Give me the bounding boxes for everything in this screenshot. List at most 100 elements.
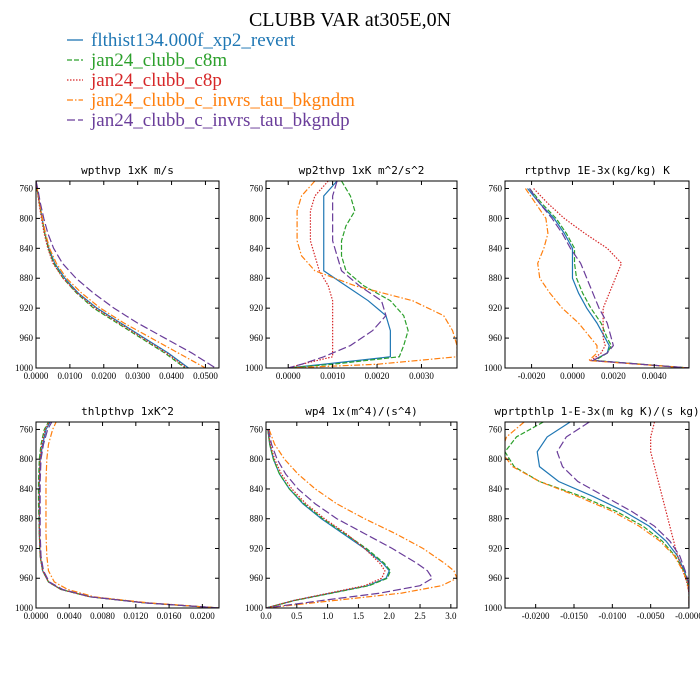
series-line [527, 188, 689, 368]
y-tick-label: 840 [250, 243, 264, 253]
legend-label: jan24_clubb_c_invrs_tau_bkgndm [90, 90, 355, 111]
y-tick-label: 800 [20, 213, 34, 223]
series-group [266, 429, 457, 608]
series-line [288, 181, 387, 368]
x-tick-label: 0.0160 [157, 611, 182, 621]
panel-2: wp2thvp 1xK m^2/s^2 760 800 840 880 920 960 100… [245, 164, 458, 381]
x-tick-label: 0.0200 [91, 371, 116, 381]
panel-title: wp2thvp 1xK m^2/s^2 [299, 164, 425, 177]
x-tick-label: 0.0020 [365, 371, 390, 381]
y-tick-label: 840 [20, 243, 34, 253]
panel-title: wprtpthlp 1-E-3x(m kg K)/(s kg) [494, 405, 699, 418]
y-tick-label: 960 [489, 573, 503, 583]
series-line [536, 422, 689, 608]
series-line [38, 422, 219, 608]
y-tick-label: 760 [250, 183, 264, 193]
series-line [36, 181, 216, 368]
x-tick-label: 0.0020 [601, 371, 626, 381]
x-tick-label: 0.0000 [24, 611, 49, 621]
y-tick-label: 960 [20, 333, 34, 343]
series-line [533, 188, 689, 368]
x-tick-label: 1.0 [322, 611, 334, 621]
series-line [529, 188, 689, 368]
series-line [288, 181, 391, 368]
y-tick-label: 880 [489, 273, 503, 283]
panel-title: thlpthvp 1xK^2 [81, 405, 174, 418]
y-tick-label: 840 [489, 243, 503, 253]
y-tick-label: 1000 [245, 603, 264, 613]
y-tick-label: 880 [489, 514, 503, 524]
y-tick-label: 960 [250, 573, 264, 583]
y-tick-label: 800 [489, 454, 503, 464]
x-tick-label: 0.0500 [193, 371, 218, 381]
legend-label: jan24_clubb_c8m [90, 50, 227, 71]
y-tick-label: 1000 [245, 363, 264, 373]
y-tick-label: 760 [250, 424, 264, 434]
y-tick-label: 760 [20, 183, 34, 193]
y-tick-label: 1000 [484, 363, 503, 373]
y-tick-label: 880 [250, 514, 264, 524]
series-line [37, 422, 219, 608]
series-line [39, 422, 219, 608]
series-line [45, 422, 219, 608]
series-line [288, 181, 334, 368]
y-tick-label: 800 [250, 454, 264, 464]
legend-label: jan24_clubb_c8p [90, 70, 222, 91]
series-group [36, 181, 216, 368]
y-tick-label: 920 [489, 303, 503, 313]
panels: wpthvp 1xK m/s76080084088092096010000.00… [15, 164, 700, 621]
plot-frame [265, 180, 458, 369]
y-tick-label: 800 [489, 213, 503, 223]
x-tick-label: -0.0050 [637, 611, 665, 621]
y-tick-label: 1000 [484, 603, 503, 613]
series-line [38, 422, 219, 608]
x-tick-label: 0.0000 [24, 371, 49, 381]
x-tick-label: 0.0400 [159, 371, 184, 381]
x-tick-label: 2.5 [414, 611, 426, 621]
y-tick-label: 920 [250, 543, 264, 553]
panel-6: wprtpthlp 1-E-3x(m kg K)/(s kg) 760 800 840… [484, 405, 700, 621]
plot-frame [504, 180, 690, 369]
y-tick-label: 760 [20, 424, 34, 434]
y-tick-label: 880 [20, 273, 34, 283]
y-tick-label: 920 [20, 543, 34, 553]
panel-title: wpthvp 1xK m/s [81, 164, 174, 177]
y-tick-label: 960 [250, 333, 264, 343]
series-line [524, 188, 689, 368]
series-line [36, 181, 206, 368]
y-tick-label: 760 [489, 183, 503, 193]
x-tick-label: 0.0100 [58, 371, 83, 381]
y-tick-label: 960 [20, 573, 34, 583]
series-line [288, 181, 457, 368]
panel-3: rtpthvp 1E-3x(kg/kg) K 760 800 840 880 920 960… [484, 164, 690, 381]
x-tick-label: -0.0020 [518, 371, 546, 381]
y-tick-label: 840 [250, 484, 264, 494]
panel-1: wpthvp 1xK m/s 760 800 840 880 920 960 10000.00… [15, 164, 220, 381]
series-line [266, 429, 392, 608]
x-tick-label: 0.0030 [409, 371, 434, 381]
figure-title: CLUBB VAR at305E,0N [249, 9, 451, 31]
panel-5: wp4 1x(m^4)/(s^4)76080084088092096010000… [245, 405, 458, 621]
x-tick-label: -0.0150 [560, 611, 588, 621]
y-tick-label: 1000 [15, 363, 34, 373]
plot-frame [35, 180, 220, 369]
plot-frame [504, 421, 690, 609]
y-tick-label: 960 [489, 333, 503, 343]
y-tick-label: 800 [20, 454, 34, 464]
x-tick-label: 0.0000 [276, 371, 301, 381]
series-line [288, 181, 409, 368]
series-line [36, 181, 186, 368]
legend: flthist134.000f_xp2_revertjan24_clubb_c8… [67, 30, 355, 131]
y-tick-label: 1000 [15, 603, 34, 613]
series-line [556, 422, 689, 608]
series-line [266, 429, 390, 608]
series-line [505, 422, 689, 608]
series-line [266, 429, 386, 608]
x-tick-label: 0.0080 [90, 611, 115, 621]
x-tick-label: 3.0 [445, 611, 457, 621]
legend-label: flthist134.000f_xp2_revert [91, 30, 296, 51]
x-tick-label: 0.0 [260, 611, 272, 621]
x-tick-label: -0.0100 [598, 611, 626, 621]
series-line [266, 429, 434, 608]
